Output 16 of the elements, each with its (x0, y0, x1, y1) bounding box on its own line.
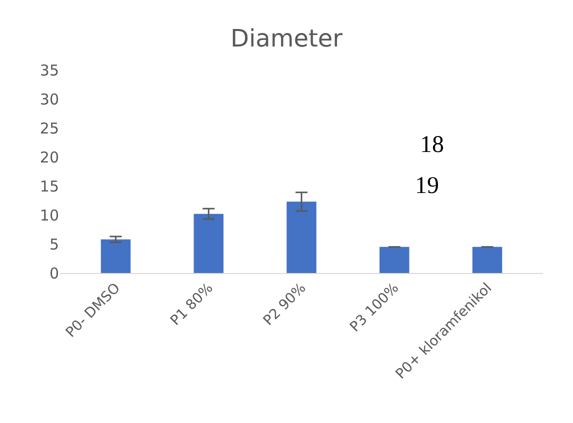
y-tick-label: 5 (49, 235, 59, 254)
y-tick-label: 30 (40, 90, 59, 108)
y-tick-label: 0 (49, 264, 59, 282)
bar (472, 246, 502, 273)
bar (286, 202, 316, 273)
y-tick-label: 20 (40, 148, 59, 166)
y-tick-label: 25 (40, 119, 59, 138)
y-tick-label: 10 (40, 206, 59, 224)
bar (100, 239, 131, 273)
bar (380, 246, 410, 273)
y-tick-label: 15 (40, 177, 59, 196)
annotation: 19 (415, 173, 439, 199)
chart-title: Diameter (230, 24, 343, 52)
annotation: 18 (420, 132, 444, 158)
bar (194, 214, 224, 273)
y-tick-label: 35 (40, 61, 59, 80)
